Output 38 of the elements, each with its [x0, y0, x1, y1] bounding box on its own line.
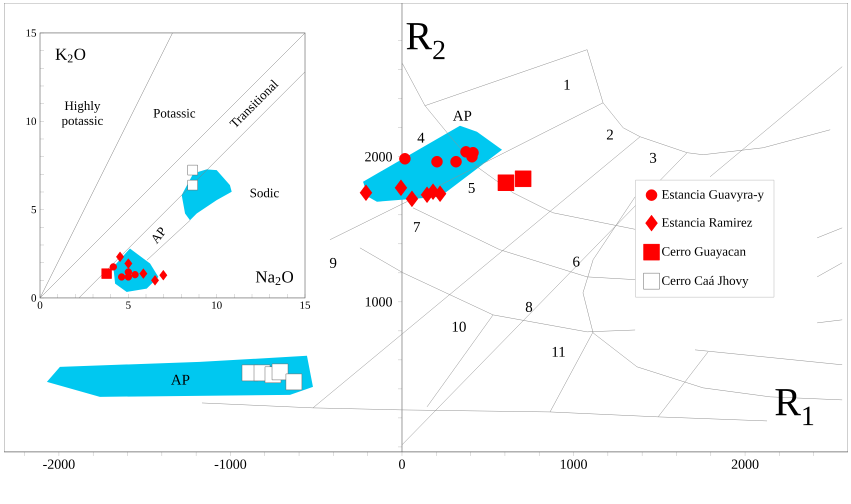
y-tick-label: 10 — [26, 118, 36, 126]
x-tick-label: 0 — [399, 460, 405, 469]
annotation: Potassic — [154, 108, 196, 118]
legend-label: Estancia Ramirez — [662, 218, 752, 227]
y-tick-label: 5 — [32, 206, 36, 214]
annotation: Highly potassic — [62, 101, 103, 128]
x-tick-label: 2000 — [732, 460, 758, 469]
annotation: 11 — [552, 346, 565, 357]
x-tick-label: -1000 — [214, 460, 246, 469]
legend-label: Cerro Guayacan — [662, 247, 746, 258]
x-tick-label: 1000 — [560, 460, 587, 469]
annotation: AP — [152, 227, 165, 244]
annotation: 8 — [526, 302, 532, 312]
legend-label: Cerro Caá Jhovy — [662, 276, 748, 288]
annotation: 5 — [468, 183, 475, 193]
annotation: 9 — [330, 258, 336, 268]
y-axis-title: K$_{2}$O — [56, 48, 86, 62]
x-axis-title: Na$_{2}$O — [256, 271, 294, 286]
x-tick-label: 0 — [38, 302, 42, 309]
annotation: 4 — [418, 132, 424, 143]
annotation: AP — [452, 110, 472, 121]
x-tick-label: 5 — [126, 302, 131, 309]
legend-label: Estancia Guavyra-y — [662, 190, 764, 202]
annotation: Sodic — [250, 188, 279, 198]
x-tick-label: -2000 — [43, 460, 75, 469]
x-tick-label: 15 — [300, 302, 310, 309]
y-axis-title: R$_{2}$ — [406, 23, 444, 60]
annotation: 3 — [650, 152, 656, 163]
annotation: 10 — [452, 322, 466, 332]
x-axis-title: R$_{1}$ — [775, 389, 814, 426]
x-tick-label: 10 — [212, 302, 222, 309]
annotation: 6 — [573, 256, 580, 267]
y-tick-label: 0 — [31, 294, 36, 302]
annotation: 1 — [564, 80, 570, 90]
annotation: 2 — [606, 130, 613, 140]
annotation: AP — [170, 374, 190, 385]
annotation: 7 — [414, 222, 420, 232]
y-tick-label: 15 — [26, 29, 36, 37]
